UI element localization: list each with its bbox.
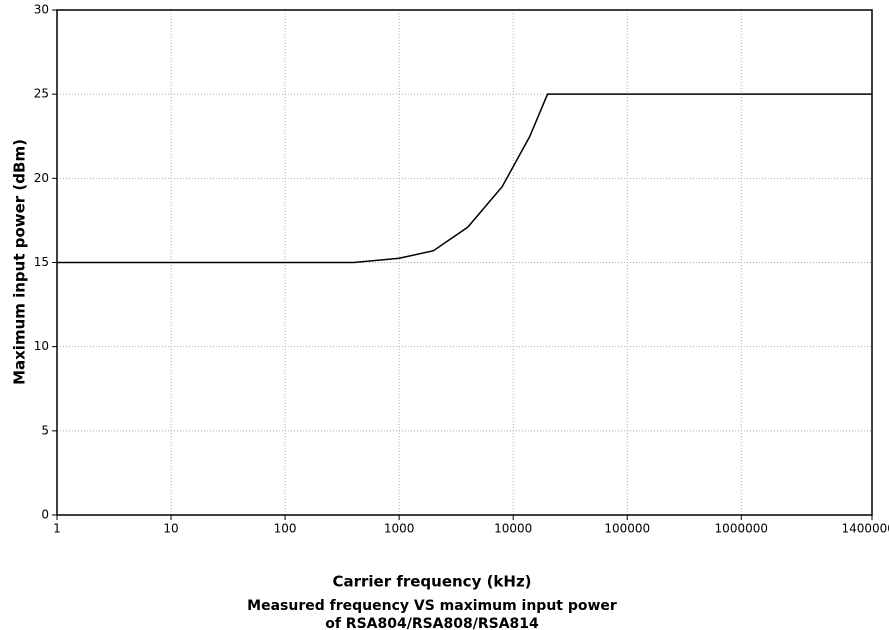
data-line — [57, 93, 872, 264]
x-axis-label: Carrier frequency (kHz) — [332, 573, 531, 591]
y-tick-label: 0 — [41, 508, 49, 522]
x-tick-label: 100 — [274, 522, 297, 536]
x-tick-label: 100000 — [604, 522, 650, 536]
x-tick-label: 14000000 — [841, 522, 889, 536]
y-tick-label: 10 — [34, 339, 49, 353]
caption: of RSA804/RSA808/RSA814 — [325, 616, 539, 630]
y-tick-label: 25 — [34, 87, 49, 101]
y-tick-label: 5 — [41, 423, 49, 437]
y-tick-label: 20 — [34, 171, 49, 185]
x-tick-label: 10 — [163, 522, 178, 536]
x-tick-label: 1000000 — [715, 522, 768, 536]
y-tick-label: 15 — [34, 255, 49, 269]
caption: Measured frequency VS maximum input powe… — [247, 598, 617, 614]
y-axis-label: Maximum input power (dBm) — [11, 139, 29, 385]
x-tick-label: 10000 — [494, 522, 532, 536]
x-tick-label: 1000 — [384, 522, 415, 536]
x-tick-label: 1 — [53, 522, 61, 536]
y-tick-label: 30 — [34, 3, 49, 17]
